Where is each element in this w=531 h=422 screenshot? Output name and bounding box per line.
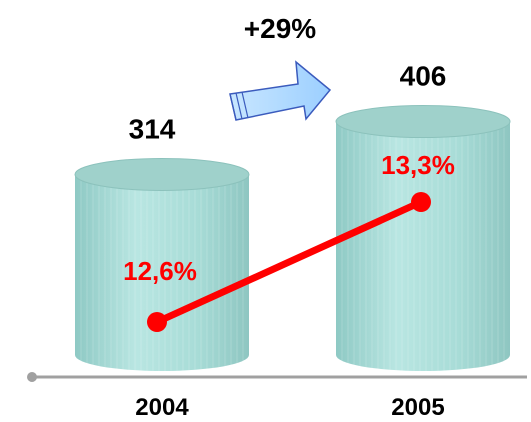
x-tick-labels: 2004 2005 <box>135 394 444 421</box>
bar-value-label-2005: 406 <box>400 61 447 92</box>
bar-body-2005 <box>336 121 510 371</box>
bar-top-2004 <box>74 157 250 191</box>
increase-arrow-icon <box>229 60 332 121</box>
bar-2005: 406 <box>335 61 511 371</box>
growth-annotation: +29% <box>244 13 316 44</box>
percentage-label-2005: 13,3% <box>381 150 455 180</box>
bars-group: 314 406 <box>74 61 511 371</box>
x-axis-start-dot <box>27 372 37 382</box>
x-tick-label-2004: 2004 <box>135 394 189 421</box>
bar-body-2004 <box>75 174 249 371</box>
percentage-label-2004: 12,6% <box>123 256 197 286</box>
percentage-point-2004 <box>147 312 167 332</box>
percentage-point-2005 <box>411 192 431 212</box>
bar-2004: 314 <box>74 113 250 371</box>
bar-top-2005 <box>335 105 511 139</box>
bar-value-label-2004: 314 <box>129 113 176 144</box>
percentage-line <box>153 198 425 326</box>
x-tick-label-2005: 2005 <box>391 394 444 421</box>
percentage-line-group: 12,6% 13,3% <box>123 150 455 332</box>
